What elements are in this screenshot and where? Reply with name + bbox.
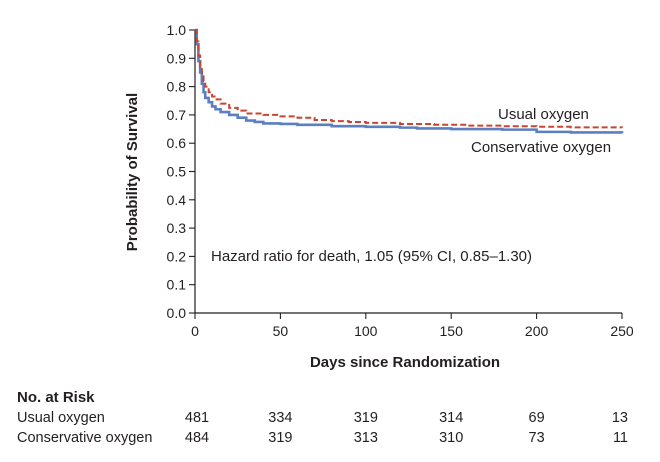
risk-counts: 481 334 319 314 69 13 484 319 313 310 73 11 <box>185 410 628 446</box>
risk-table-title: No. at Risk <box>17 389 95 406</box>
y-axis-title: Probability of Survival <box>124 93 141 251</box>
risk-count-r1-c2: 313 <box>354 430 378 446</box>
risk-count-r1-c1: 319 <box>268 430 292 446</box>
y-tick-label-4: 0.4 <box>167 192 187 208</box>
x-tick-label-5: 250 <box>610 323 634 339</box>
risk-count-r0-c5: 13 <box>612 410 628 426</box>
y-tick-label-1: 0.1 <box>167 277 187 293</box>
risk-count-r0-c0: 481 <box>185 410 209 426</box>
risk-count-r0-c1: 334 <box>268 410 292 426</box>
x-tick-label-4: 200 <box>525 323 549 339</box>
series-label-conservative-oxygen: Conservative oxygen <box>471 139 611 156</box>
risk-count-r0-c2: 319 <box>354 410 378 426</box>
x-tick-label-3: 150 <box>440 323 464 339</box>
y-tick-label-5: 0.5 <box>167 164 187 180</box>
y-tick-label-7: 0.7 <box>167 107 187 123</box>
series-layer <box>195 28 624 134</box>
y-tick-label-8: 0.8 <box>167 79 187 95</box>
hazard-ratio-annotation: Hazard ratio for death, 1.05 (95% CI, 0.… <box>211 248 532 265</box>
y-tick-label-9: 0.9 <box>167 50 187 66</box>
x-tick-label-0: 0 <box>191 323 199 339</box>
y-tick-label-0: 0.0 <box>167 305 187 321</box>
series-label-usual-oxygen: Usual oxygen <box>498 106 589 123</box>
y-tick-label-6: 0.6 <box>167 135 187 151</box>
risk-table: No. at Risk Usual oxygen Conservative ox… <box>17 389 628 446</box>
ticks-layer: 0.0 0.1 0.2 0.3 0.4 0.5 0.6 0.7 0.8 0.9 1.0 0 50 100 1… <box>167 22 634 339</box>
x-tick-label-2: 100 <box>354 323 378 339</box>
risk-row-label-usual-oxygen: Usual oxygen <box>17 410 105 426</box>
x-tick-label-1: 50 <box>273 323 289 339</box>
risk-count-r1-c5: 11 <box>613 430 628 446</box>
risk-count-r0-c4: 69 <box>529 410 545 426</box>
x-axis-title: Days since Randomization <box>310 354 500 371</box>
risk-count-r1-c4: 73 <box>529 430 545 446</box>
axes-layer <box>194 30 622 314</box>
y-tick-label-3: 0.3 <box>167 220 187 236</box>
y-tick-label-2: 0.2 <box>167 248 187 264</box>
risk-count-r0-c3: 314 <box>439 410 463 426</box>
y-tick-label-10: 1.0 <box>167 22 187 38</box>
risk-count-r1-c0: 484 <box>185 430 209 446</box>
series-line-conservative-oxygen <box>195 28 624 134</box>
risk-row-label-conservative-oxygen: Conservative oxygen <box>17 430 152 446</box>
risk-count-r1-c3: 310 <box>439 430 463 446</box>
